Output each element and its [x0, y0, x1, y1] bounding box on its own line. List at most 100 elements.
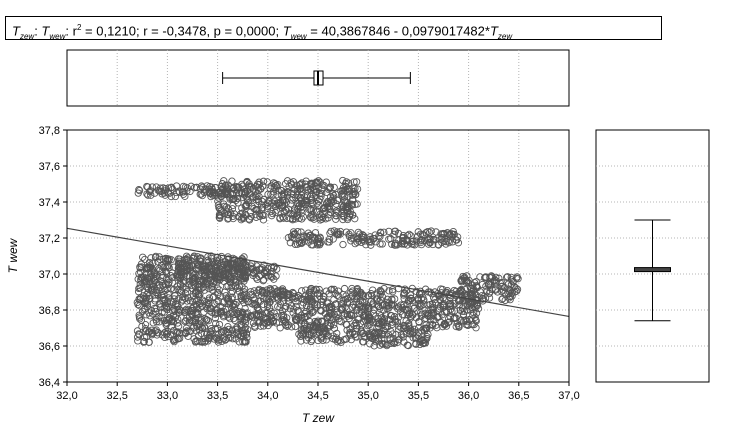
data-point: [231, 255, 239, 263]
data-point: [348, 328, 357, 337]
data-point: [190, 184, 199, 192]
data-point: [317, 307, 325, 315]
data-point: [394, 229, 403, 238]
data-point: [417, 308, 425, 317]
data-point: [491, 286, 500, 294]
data-point: [231, 186, 239, 194]
data-point: [175, 263, 183, 271]
data-point: [453, 320, 461, 328]
data-point: [224, 211, 233, 219]
data-point: [223, 295, 231, 303]
data-point: [482, 282, 490, 290]
data-point: [342, 182, 350, 191]
data-point: [393, 241, 401, 249]
data-point: [353, 284, 362, 293]
data-point: [361, 298, 369, 307]
data-point: [352, 319, 360, 327]
data-point: [391, 227, 399, 236]
title-eq-var: T: [282, 23, 291, 39]
data-point: [376, 228, 385, 236]
data-point: [488, 278, 496, 286]
data-point: [334, 336, 343, 344]
y-tick-label: 36,6: [39, 341, 60, 353]
data-point: [316, 210, 324, 219]
data-point: [429, 235, 438, 244]
data-point: [146, 264, 155, 272]
data-point: [383, 340, 391, 349]
data-point: [320, 327, 329, 335]
y-tick-label: 37,6: [39, 161, 60, 173]
data-point: [339, 299, 347, 307]
data-point: [252, 312, 260, 320]
data-point: [216, 273, 224, 281]
data-point: [161, 185, 169, 193]
data-point: [318, 297, 326, 306]
data-point: [400, 301, 408, 309]
data-point: [341, 180, 350, 188]
data-point: [295, 201, 304, 209]
data-point: [436, 296, 444, 304]
data-point: [347, 229, 355, 237]
data-point: [222, 207, 231, 215]
data-point: [297, 194, 305, 202]
data-point: [513, 287, 521, 295]
data-point: [403, 241, 411, 249]
data-point: [292, 193, 300, 202]
data-point: [324, 214, 332, 222]
y-tick-label: 36,4: [39, 377, 60, 389]
chart-title: Tzew: Twew: r2 = 0,1210; r = -0,3478, p …: [5, 16, 662, 40]
data-point: [137, 268, 145, 276]
data-point: [227, 283, 235, 291]
data-point: [205, 262, 214, 270]
x-axis-label: T zew: [302, 411, 335, 425]
data-point: [190, 271, 198, 279]
data-point: [279, 294, 287, 302]
data-point: [214, 338, 223, 346]
data-point: [137, 277, 145, 285]
data-point: [513, 273, 521, 281]
data-point: [364, 313, 372, 322]
data-point: [181, 192, 189, 201]
data-point: [197, 323, 205, 331]
data-point: [377, 312, 385, 320]
data-point: [330, 285, 338, 294]
data-point: [239, 182, 247, 190]
data-point: [364, 322, 372, 330]
data-point: [179, 293, 187, 301]
data-point: [208, 264, 216, 272]
data-point: [204, 334, 212, 343]
data-point: [235, 283, 244, 291]
data-point: [193, 183, 201, 192]
data-point: [151, 295, 159, 303]
data-point: [467, 317, 475, 325]
data-point: [148, 331, 156, 339]
data-point: [340, 336, 348, 344]
data-point: [306, 231, 315, 239]
data-point: [266, 185, 274, 193]
data-point: [428, 289, 436, 298]
data-point: [170, 336, 178, 344]
data-point: [217, 328, 226, 337]
data-point: [310, 299, 318, 307]
data-point: [204, 337, 212, 345]
data-point: [152, 305, 160, 313]
data-point: [153, 331, 161, 339]
data-point: [260, 315, 268, 323]
data-point: [175, 334, 184, 343]
data-point: [296, 181, 304, 189]
data-point: [181, 317, 189, 326]
data-point: [366, 233, 374, 241]
data-point: [260, 261, 268, 269]
data-point: [183, 187, 191, 195]
data-point: [147, 191, 155, 199]
data-point: [289, 309, 297, 317]
data-point: [220, 202, 229, 211]
data-point: [273, 312, 281, 321]
data-point: [423, 333, 431, 341]
data-point: [214, 297, 223, 305]
data-point: [263, 300, 272, 308]
data-point: [426, 321, 434, 329]
data-point: [188, 269, 196, 277]
x-tick-label: 35,0: [357, 390, 378, 402]
data-point: [294, 291, 303, 300]
